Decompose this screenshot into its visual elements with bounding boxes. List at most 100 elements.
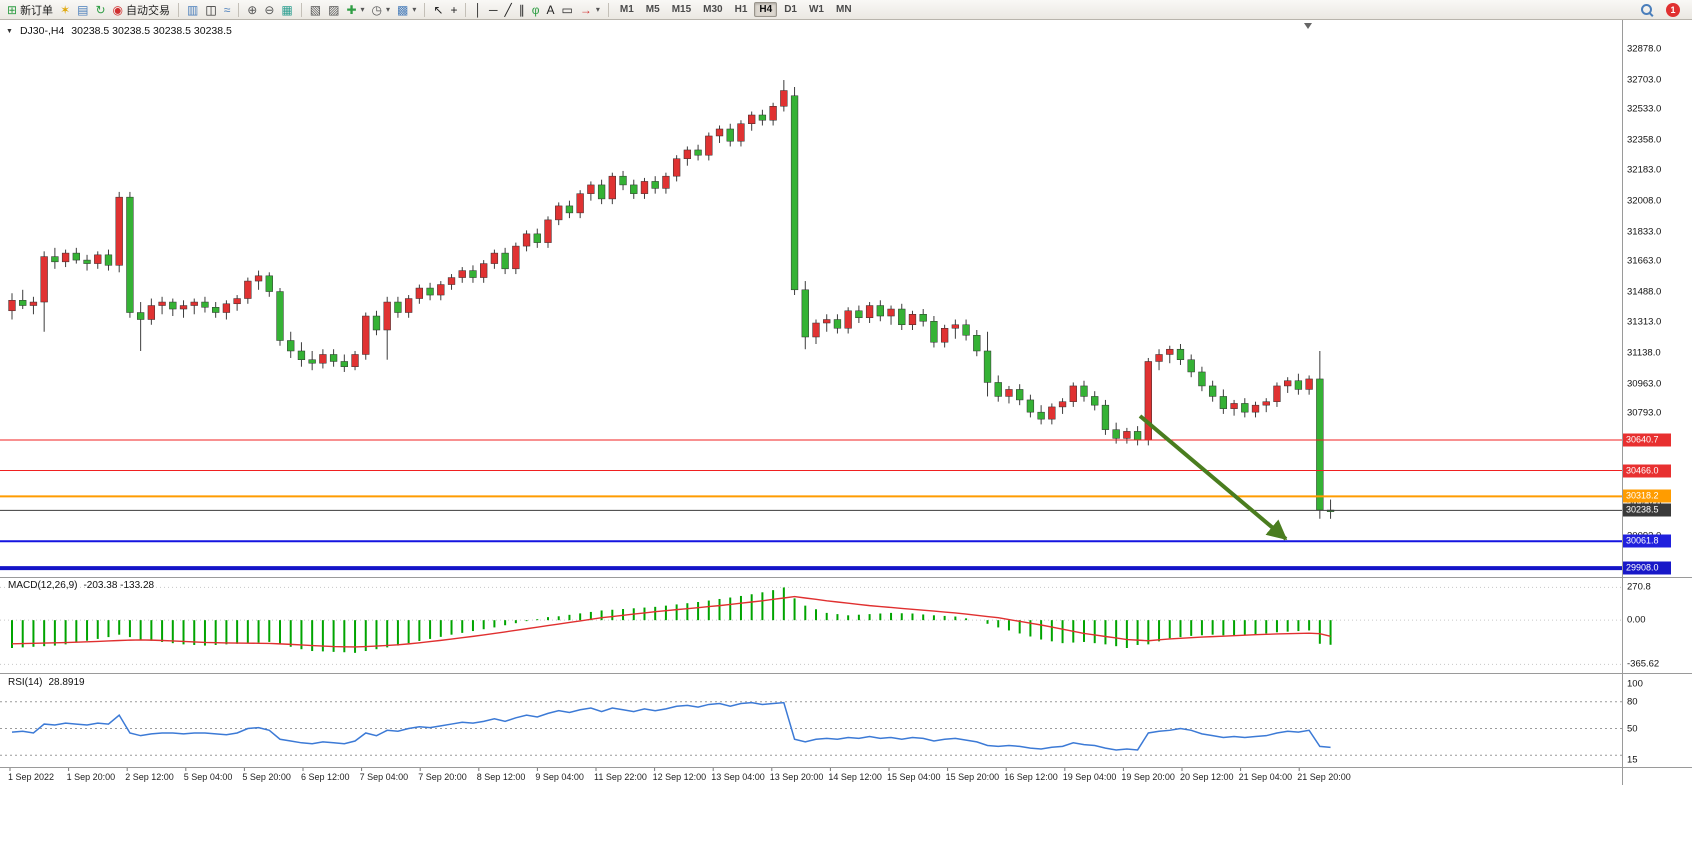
timeframe-m5-button[interactable]: M5	[645, 4, 660, 15]
candle-body	[694, 149, 702, 156]
candle-body	[555, 205, 563, 221]
new-chart-button[interactable]: ✚ ▾	[343, 1, 367, 19]
candle-body	[340, 361, 348, 367]
label-button[interactable]: ▭	[559, 1, 576, 19]
timeframe-m1-button[interactable]: M1	[619, 4, 634, 15]
candle-body	[672, 158, 681, 177]
auto-trading-label: 自动交易	[126, 4, 171, 17]
tile-windows-icon: ▧	[309, 2, 322, 17]
timeframe-mn-button[interactable]: MN	[835, 4, 852, 15]
candle-body	[705, 135, 713, 156]
candle-body	[865, 305, 874, 319]
tips-button[interactable]: ✶	[57, 1, 73, 19]
candle-body	[1069, 385, 1077, 402]
annotation-arrow[interactable]	[1138, 414, 1288, 541]
arrows-button[interactable]: → ▾	[577, 1, 603, 19]
candle-body	[651, 181, 659, 189]
template-button[interactable]: ▩ ▾	[394, 1, 419, 19]
fibonacci-button[interactable]: φ	[529, 1, 543, 19]
period-button[interactable]: ◷ ▾	[369, 1, 394, 19]
line-chart-button[interactable]: ≈	[221, 1, 234, 19]
auto-trading-button[interactable]: ◉ 自动交易	[110, 1, 173, 19]
zoom-in-button[interactable]: ⊕	[244, 1, 260, 19]
horizontal-line-button[interactable]: ─	[486, 1, 501, 19]
candle-body	[522, 233, 531, 247]
channel-button[interactable]: ∥	[516, 1, 528, 19]
candlestick-button[interactable]: ◫	[202, 1, 219, 19]
candle-body	[662, 175, 670, 189]
new-order-button[interactable]: ⊞ 新订单	[4, 1, 56, 19]
candle-body	[769, 106, 777, 121]
grid-button[interactable]: ▦	[278, 1, 295, 19]
bar-chart-icon: ▥	[187, 2, 199, 17]
candle-body	[1273, 385, 1281, 402]
trendline-button[interactable]: ╱	[501, 1, 514, 19]
candle-body	[1058, 401, 1067, 408]
timeframe-m30-button[interactable]: M30	[703, 4, 723, 15]
text-button[interactable]: A	[544, 1, 558, 19]
candle-body	[1091, 396, 1099, 406]
candle-body	[1316, 378, 1324, 511]
text-icon: A	[546, 2, 555, 17]
toolbar-separator	[465, 2, 467, 17]
candle-body	[683, 149, 692, 159]
zoom-out-button[interactable]: ⊖	[261, 1, 277, 19]
rsi-value: 28.8919	[48, 677, 85, 688]
candle-body	[480, 263, 488, 278]
cursor-button[interactable]: ↖	[430, 1, 446, 19]
candle-body	[619, 175, 627, 186]
candle-body	[458, 270, 466, 278]
refresh-button[interactable]: ↻	[92, 1, 108, 19]
candle-body	[1262, 401, 1270, 406]
vertical-line-button[interactable]: │	[471, 1, 485, 19]
candle-body	[1241, 403, 1249, 413]
dropdown-caret-icon: ▾	[595, 5, 600, 14]
candle-body	[1133, 431, 1142, 441]
candle-body	[1037, 411, 1045, 420]
candle-body	[855, 310, 863, 319]
horizontal-line-icon: ─	[488, 2, 498, 17]
candle-body	[158, 301, 166, 306]
tile-windows-button[interactable]: ▧	[307, 1, 324, 19]
candle-body	[1219, 396, 1228, 409]
timeframe-h4-button[interactable]: H4	[754, 2, 778, 17]
candle-body	[1048, 406, 1056, 420]
candle-body	[297, 350, 306, 360]
trendline-icon: ╱	[504, 2, 512, 17]
arrows-icon: →	[579, 2, 592, 17]
candle-body	[512, 245, 520, 270]
candle-body	[40, 256, 48, 303]
candle-body	[179, 305, 188, 310]
chart-shift-marker[interactable]	[1304, 23, 1312, 29]
vertical-line-icon: │	[474, 2, 482, 17]
market-watch-button[interactable]: ▤	[74, 1, 91, 19]
bar-chart-button[interactable]: ▥	[184, 1, 201, 19]
candle-body	[1187, 359, 1195, 373]
candle-body	[930, 321, 938, 343]
timeframe-m15-button[interactable]: M15	[671, 4, 692, 15]
candle-body	[404, 298, 413, 313]
candle-body	[244, 280, 252, 299]
cascade-windows-icon: ▨	[328, 2, 340, 17]
candle-body	[72, 252, 80, 261]
candle-body	[319, 354, 327, 364]
cascade-windows-button[interactable]: ▨	[325, 1, 342, 19]
candle-body	[823, 319, 831, 324]
timeframe-d1-button[interactable]: D1	[784, 4, 797, 15]
candle-body	[940, 328, 949, 343]
search-button[interactable]	[1637, 1, 1656, 19]
candle-body	[1005, 389, 1013, 397]
candle-body	[833, 319, 842, 329]
timeframe-h1-button[interactable]: H1	[734, 4, 748, 15]
notification-badge[interactable]: 1	[1666, 2, 1680, 17]
candle-body	[51, 256, 59, 263]
crosshair-button[interactable]: +	[447, 1, 460, 19]
candle-body	[1144, 361, 1152, 441]
symbol-title: DJ30-,H4	[19, 25, 65, 37]
candle-body	[383, 301, 391, 331]
candle-body	[726, 128, 734, 142]
timeframe-w1-button[interactable]: W1	[808, 4, 824, 15]
macd-name: MACD(12,26,9)	[8, 580, 78, 591]
candle-body	[1284, 380, 1292, 387]
